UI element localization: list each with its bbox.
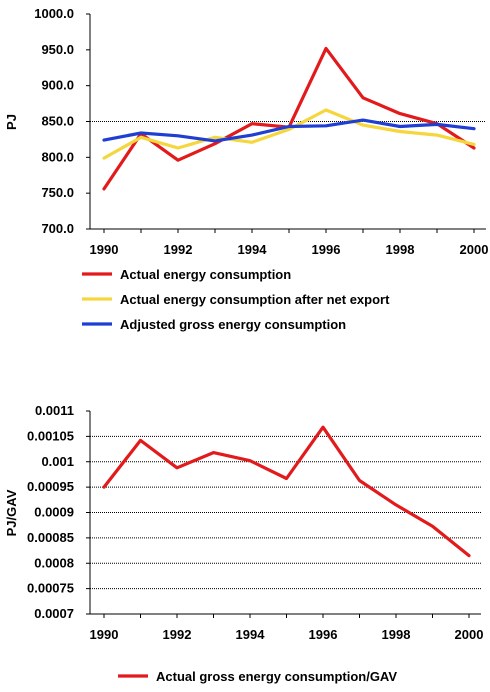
y-tick-label: 0.0008 (34, 555, 74, 570)
x-tick-label: 1998 (386, 242, 415, 257)
y-tick-label: 850.0 (41, 114, 74, 129)
x-tick-label: 1990 (90, 242, 119, 257)
series-line-1 (102, 46, 476, 191)
chart-1: 1000.0 950.0 900.0 850.0 800.0 750.0 700.0 1990… (4, 6, 488, 332)
y-tick-label: 950.0 (41, 42, 74, 57)
legend-label: Actual energy consumption (120, 267, 291, 282)
legend-label: Actual energy consumption after net expo… (120, 292, 390, 307)
y-tick-label: 750.0 (41, 185, 74, 200)
y-tick-label: 0.0009 (34, 505, 74, 520)
x-tick-label: 1992 (163, 627, 192, 642)
y-tick-label: 700.0 (41, 221, 74, 236)
x-tick-label: 1990 (90, 627, 119, 642)
y-tick-label: 0.00105 (27, 428, 74, 443)
y-tick-label: 0.00095 (27, 479, 74, 494)
series-line-3 (102, 118, 476, 143)
series-line-2 (102, 108, 476, 160)
x-tick-label: 1996 (309, 627, 338, 642)
series-line-1 (102, 425, 471, 558)
legend-label: Adjusted gross energy consumption (120, 317, 346, 332)
x-tick-label: 1992 (164, 242, 193, 257)
y-axis-title: PJ (4, 114, 19, 130)
y-tick-label: 0.0007 (34, 606, 74, 621)
y-tick-label: 0.00085 (27, 530, 74, 545)
x-tick-label: 1998 (382, 627, 411, 642)
y-tick-label: 900.0 (41, 78, 74, 93)
legend-label: Actual gross energy consumption/GAV (156, 669, 397, 684)
y-axis-title: PJ/GAV (4, 489, 19, 536)
y-tick-label: 0.00075 (27, 581, 74, 596)
y-tick-label: 1000.0 (34, 6, 74, 21)
chart-2: 0.0011 0.00105 0.001 0.00095 0.0009 0.00085 0.… (4, 403, 483, 684)
x-tick-label: 2000 (455, 627, 484, 642)
x-tick-label: 1994 (238, 242, 268, 257)
x-tick-label: 1994 (236, 627, 266, 642)
y-tick-label: 0.001 (41, 454, 74, 469)
x-tick-label: 1996 (312, 242, 341, 257)
x-tick-label: 2000 (460, 242, 489, 257)
y-tick-label: 800.0 (41, 149, 74, 164)
y-tick-label: 0.0011 (35, 403, 74, 418)
